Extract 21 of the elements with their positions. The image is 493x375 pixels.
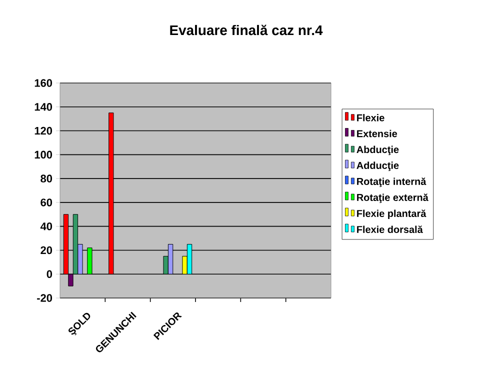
- legend-label: Flexie: [357, 114, 384, 122]
- y-tick-label: 20: [40, 246, 52, 254]
- bar: [108, 112, 114, 274]
- y-tick-label: 140: [34, 103, 52, 111]
- legend-label: Rotaţie internă: [357, 178, 426, 187]
- y-tick-label: 160: [34, 79, 52, 87]
- y-tick-label: -20: [37, 294, 52, 302]
- y-tick-label: 0: [46, 270, 52, 278]
- y-tick-label: 40: [40, 222, 52, 230]
- chart-title: Evaluare finală caz nr.4: [170, 24, 323, 36]
- y-tick-label: 120: [34, 126, 52, 135]
- legend-label: Flexie dorsală: [357, 226, 423, 234]
- bar: [87, 248, 92, 274]
- legend-label: Extensie: [357, 130, 398, 138]
- y-tick-label: 100: [34, 150, 52, 159]
- legend-label: Abducţie: [356, 146, 399, 156]
- legend-label: Flexie plantară: [357, 210, 426, 219]
- y-tick-label: 80: [40, 174, 52, 182]
- legend-label: Adducţie: [356, 162, 399, 171]
- y-tick-label: 60: [40, 198, 52, 206]
- legend-label: Rotaţie externă: [357, 194, 428, 203]
